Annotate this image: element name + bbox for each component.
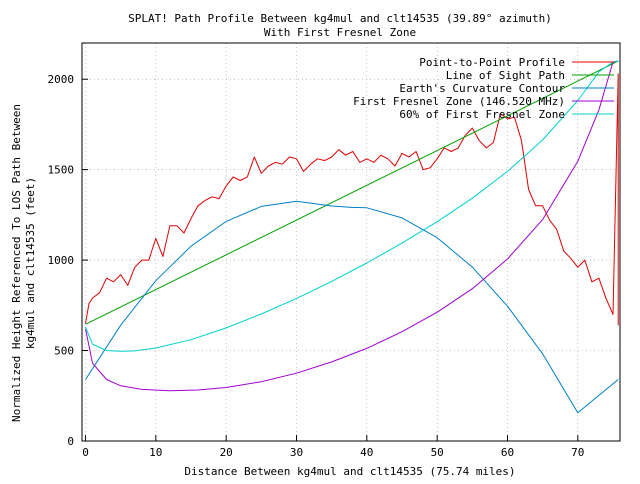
x-axis-label: Distance Between kg4mul and clt14535 (75…	[184, 465, 515, 478]
x-tick-label: 30	[290, 446, 303, 459]
legend-label: 60% of First Fresnel Zone	[399, 108, 565, 121]
y-tick-label: 1500	[48, 164, 75, 177]
y-axis-label-line1: Normalized Height Referenced To LOS Path…	[10, 104, 23, 422]
x-tick-label: 10	[149, 446, 162, 459]
y-tick-label: 500	[54, 345, 74, 358]
legend-label: First Fresnel Zone (146.520 MHz)	[353, 95, 565, 108]
chart-title-line2: With First Fresnel Zone	[264, 26, 416, 39]
y-axis-label-line2: kg4mul and clt14535 (feet)	[24, 177, 37, 349]
series-line-first-fresnel-zone-146-520-mhz	[85, 60, 619, 392]
legend-label: Point-to-Point Profile	[419, 56, 565, 69]
legend-label: Line of Sight Path	[446, 69, 565, 82]
y-tick-label: 2000	[48, 73, 75, 86]
series-line-earth-s-curvature-contour	[85, 200, 619, 414]
x-tick-label: 50	[431, 446, 444, 459]
y-tick-label: 0	[67, 435, 74, 448]
plot-border	[81, 42, 621, 442]
x-tick-label: 20	[220, 446, 233, 459]
x-tick-label: 40	[360, 446, 373, 459]
x-tick-label: 70	[571, 446, 584, 459]
chart-title-line1: SPLAT! Path Profile Between kg4mul and c…	[128, 12, 552, 25]
y-tick-label: 1000	[48, 254, 75, 267]
x-tick-label: 0	[82, 446, 89, 459]
x-tick-label: 60	[501, 446, 514, 459]
plot-area: 0 10 20 30 40 50 60 70 0 500 1000 1500 2000	[48, 42, 621, 459]
series-line-point-to-point-profile	[85, 73, 619, 326]
legend-label: Earth's Curvature Contour	[399, 82, 565, 95]
series-line-line-of-sight-path	[85, 60, 619, 325]
series-line-60-of-first-fresnel-zone	[85, 60, 619, 352]
